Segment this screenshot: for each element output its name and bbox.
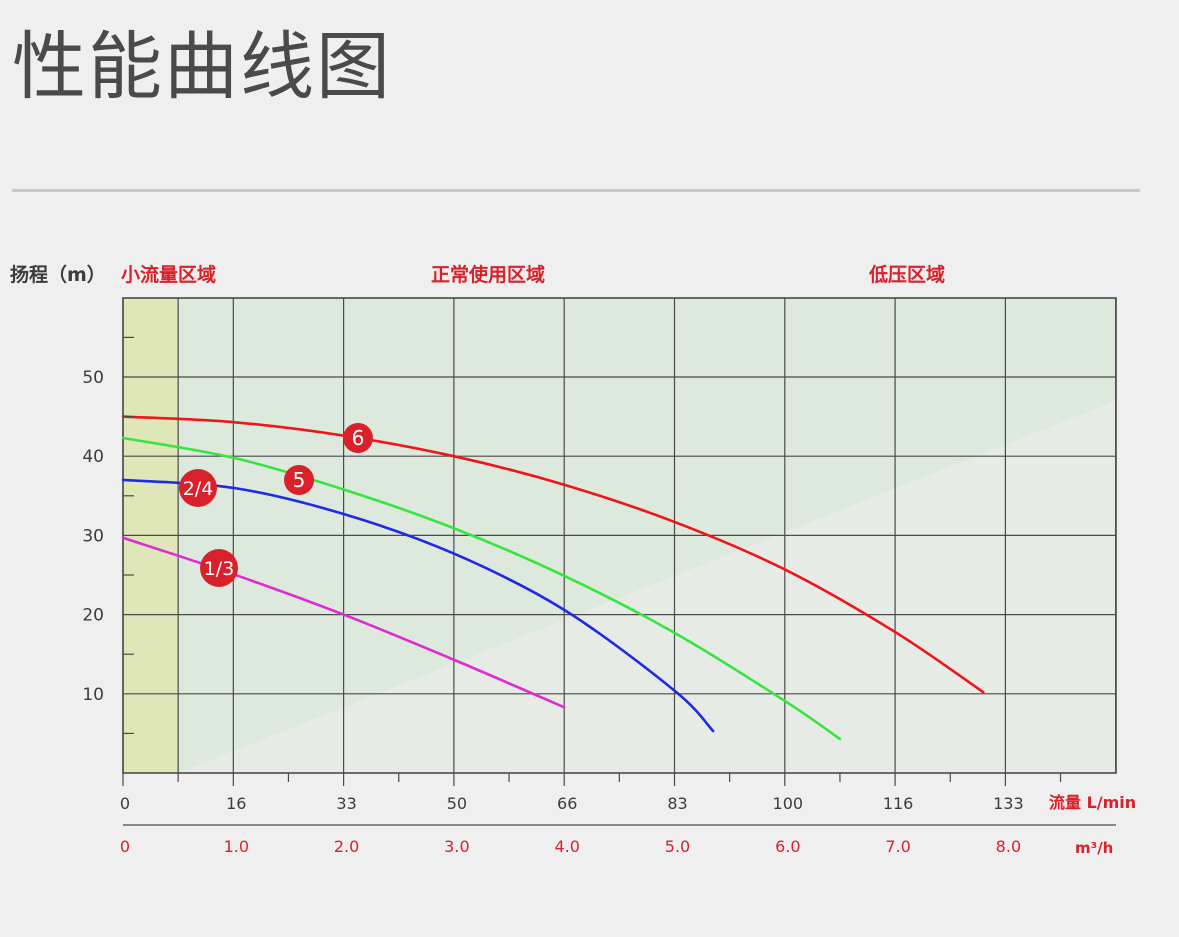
x-axis-label-lmin: 流量 L/min [1049,793,1136,812]
x-tick-label-m3h: 7.0 [885,837,910,856]
page-title: 性能曲线图 [12,24,392,110]
x-tick-label-lmin: 0 [120,794,130,813]
x-tick-label-lmin: 133 [993,794,1024,813]
y-tick-label: 50 [82,368,104,388]
y-tick-label: 10 [82,685,104,705]
curve-marker-2-4 [179,469,217,507]
y-axis-label: 扬程（m） [10,263,106,286]
curve-marker-label-5: 5 [293,468,306,492]
x-tick-label-m3h: 8.0 [996,837,1021,856]
curve-marker-label-6: 6 [352,426,365,450]
x-tick-label-lmin: 100 [773,794,804,813]
curve-marker-5 [284,465,314,495]
title-divider [12,189,1140,192]
y-tick-label: 40 [82,447,104,467]
x-tick-label-m3h: 2.0 [334,837,359,856]
zone-label-small-flow: 小流量区域 [121,263,216,286]
curve-marker-label-1-3: 1/3 [204,558,235,580]
x-tick-label-m3h: 0 [120,837,130,856]
curve-marker-label-2-4: 2/4 [183,478,214,500]
x-tick-label-m3h: 5.0 [665,837,690,856]
x-tick-label-m3h: 4.0 [554,837,579,856]
x-tick-label-lmin: 16 [226,794,246,813]
x-tick-label-lmin: 50 [447,794,467,813]
x-tick-label-m3h: 3.0 [444,837,469,856]
curve-marker-1-3 [200,549,238,587]
x-tick-label-lmin: 66 [557,794,577,813]
x-axis-label-m3h: m³/h [1075,839,1113,857]
zone-low-pressure-area [178,400,1116,773]
curve-marker-6 [343,423,373,453]
x-tick-label-lmin: 116 [883,794,914,813]
curve-6 [121,415,985,694]
x-tick-label-m3h: 6.0 [775,837,800,856]
zone-label-low-pressure: 低压区域 [868,263,945,286]
curve-1-3 [121,536,566,709]
curve-5 [121,436,842,741]
x-tick-label-lmin: 83 [667,794,687,813]
y-tick-label: 20 [82,606,104,626]
zone-label-normal: 正常使用区域 [431,263,545,286]
curve-2-4 [121,478,715,733]
x-tick-label-m3h: 1.0 [224,837,249,856]
y-tick-label: 30 [82,526,104,546]
x-tick-label-lmin: 33 [336,794,356,813]
